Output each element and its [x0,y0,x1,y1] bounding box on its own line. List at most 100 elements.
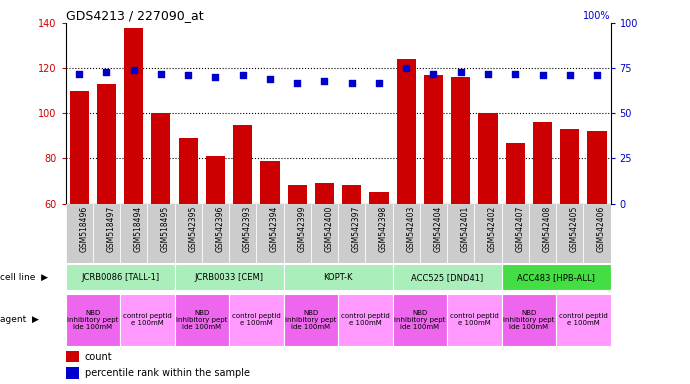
Text: GSM518497: GSM518497 [106,205,115,252]
Text: GSM542405: GSM542405 [570,205,579,252]
Bar [397,59,416,204]
Bar [502,204,529,263]
Bar [120,204,148,263]
Bar [175,204,201,263]
Text: NBD
inhibitory pept
ide 100mM: NBD inhibitory pept ide 100mM [176,310,228,330]
Point [455,69,466,75]
Bar [475,204,502,263]
Text: GSM542397: GSM542397 [352,205,361,252]
Text: GSM542393: GSM542393 [243,205,252,252]
Bar [288,185,307,204]
Text: GSM542407: GSM542407 [515,205,524,252]
Point [564,72,575,78]
Point [319,78,330,84]
Text: GSM518496: GSM518496 [79,205,88,252]
Point [591,72,602,78]
Text: percentile rank within the sample: percentile rank within the sample [85,368,250,378]
Point [346,79,357,86]
Point [537,72,548,78]
Text: GSM542396: GSM542396 [215,205,224,252]
Text: GSM542394: GSM542394 [270,205,279,252]
Text: GSM542406: GSM542406 [597,205,606,252]
Point [183,72,194,78]
Bar [369,192,388,204]
Text: JCRB0086 [TALL-1]: JCRB0086 [TALL-1] [81,273,159,282]
Bar [502,265,611,290]
Text: GSM518494: GSM518494 [134,205,143,252]
Bar [342,185,362,204]
Text: control peptid
e 100mM: control peptid e 100mM [341,313,390,326]
Bar [338,293,393,346]
Bar [229,204,257,263]
Bar [229,293,284,346]
Point [155,71,166,77]
Point [237,72,248,78]
Point [292,79,303,86]
Bar [393,265,502,290]
Text: GSM542398: GSM542398 [379,205,388,252]
Point [74,71,85,77]
Bar [556,204,584,263]
Bar [447,204,475,263]
Text: agent  ▶: agent ▶ [0,315,39,324]
Text: NBD
inhibitory pept
ide 100mM: NBD inhibitory pept ide 100mM [394,310,446,330]
Text: GSM542403: GSM542403 [406,205,415,252]
Bar [175,293,229,346]
Text: GSM542399: GSM542399 [297,205,306,252]
Bar [529,204,556,263]
Bar [560,129,580,204]
Point [428,71,439,77]
Bar [502,293,556,346]
Text: control peptid
e 100mM: control peptid e 100mM [450,313,499,326]
Bar [124,28,144,204]
Text: GSM542404: GSM542404 [433,205,442,252]
Text: control peptid
e 100mM: control peptid e 100mM [123,313,172,326]
Bar [478,113,497,204]
Bar [366,204,393,263]
Bar [556,293,611,346]
Bar [506,142,525,204]
Text: GSM518495: GSM518495 [161,205,170,252]
Bar [66,265,175,290]
Bar [338,204,366,263]
Point [510,71,521,77]
Bar [233,124,253,204]
Text: GSM542400: GSM542400 [324,205,333,252]
Bar [66,293,120,346]
Text: ACC483 [HPB-ALL]: ACC483 [HPB-ALL] [518,273,595,282]
Bar [311,204,338,263]
Bar [284,265,393,290]
Bar [175,265,284,290]
Point [128,67,139,73]
Bar [120,293,175,346]
Bar [420,204,447,263]
Text: count: count [85,352,112,362]
Bar [451,77,471,204]
Bar [66,204,92,263]
Bar [587,131,607,204]
Bar [284,204,311,263]
Bar [66,351,79,362]
Bar [584,204,611,263]
Bar [148,204,175,263]
Bar [179,138,198,204]
Text: JCRB0033 [CEM]: JCRB0033 [CEM] [195,273,264,282]
Text: NBD
inhibitory pept
ide 100mM: NBD inhibitory pept ide 100mM [285,310,337,330]
Bar [393,204,420,263]
Text: control peptid
e 100mM: control peptid e 100mM [559,313,608,326]
Text: cell line  ▶: cell line ▶ [0,273,48,282]
Bar [393,293,447,346]
Text: control peptid
e 100mM: control peptid e 100mM [232,313,281,326]
Bar [257,204,284,263]
Text: GDS4213 / 227090_at: GDS4213 / 227090_at [66,9,203,22]
Point [482,71,493,77]
Text: KOPT-K: KOPT-K [324,273,353,282]
Bar [533,122,552,204]
Bar [284,293,338,346]
Text: GSM542395: GSM542395 [188,205,197,252]
Bar [315,183,334,204]
Point [210,74,221,80]
Point [401,65,412,71]
Text: GSM542402: GSM542402 [488,205,497,252]
Text: GSM542401: GSM542401 [461,205,470,252]
